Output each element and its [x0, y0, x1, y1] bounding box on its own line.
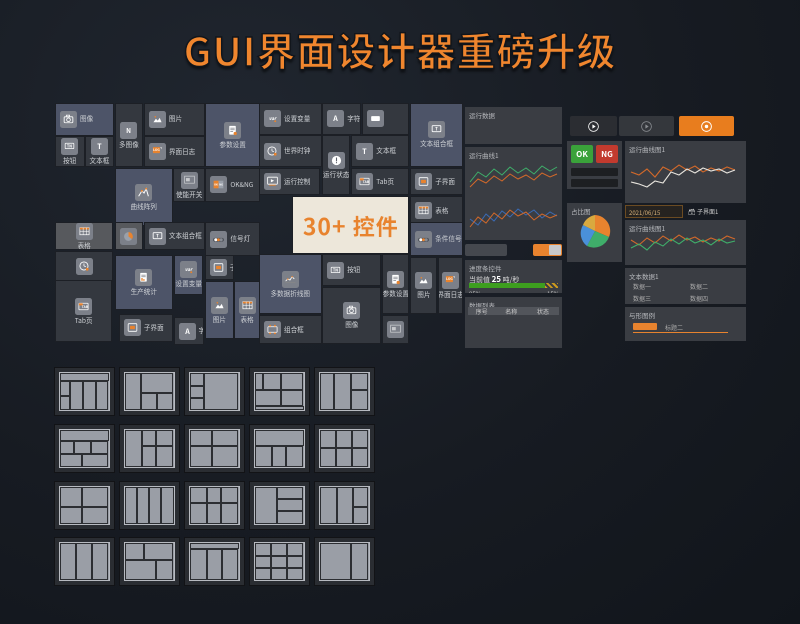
svg-text:T: T [363, 147, 368, 157]
svg-text:N: N [127, 125, 132, 135]
svg-text:A: A [332, 115, 338, 125]
svg-text:T: T [435, 127, 438, 133]
svg-text:OK: OK [214, 183, 218, 187]
svg-text:LOG: LOG [446, 277, 453, 282]
svg-text:TAB: TAB [82, 304, 89, 309]
svg-text:T: T [97, 142, 102, 152]
svg-text:T: T [156, 233, 159, 239]
svg-text:TAB: TAB [363, 179, 370, 184]
svg-text:LOG: LOG [153, 147, 160, 152]
svg-text:TN: TN [333, 268, 338, 273]
svg-text:A: A [184, 327, 190, 337]
svg-text:NG: NG [219, 183, 223, 187]
svg-text:TN: TN [67, 145, 72, 150]
